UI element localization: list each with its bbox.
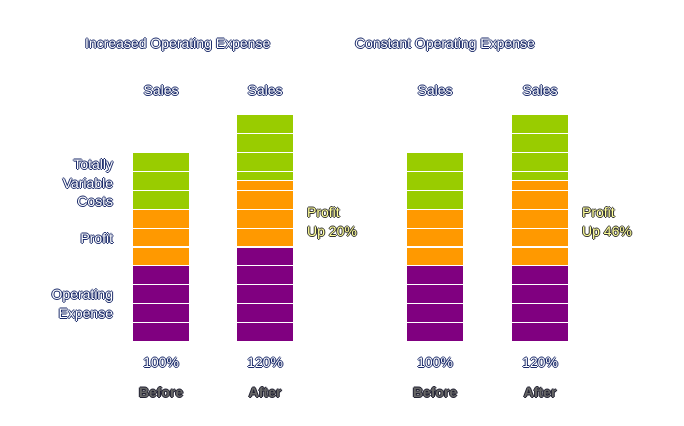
bar-segment-profit	[237, 180, 293, 190]
bar-label: Sales	[143, 82, 179, 98]
bar-segment-totally-variable-costs	[512, 170, 568, 181]
bar-segment-operating-expense	[407, 284, 463, 304]
bar-segment-profit	[237, 208, 293, 228]
bar-segment-operating-expense	[512, 265, 568, 285]
bar-segment-operating-expense	[407, 322, 463, 341]
bar-segment-operating-expense	[133, 284, 189, 304]
bar-segment-totally-variable-costs	[407, 170, 463, 190]
bar-segment-totally-variable-costs	[512, 152, 568, 171]
bar-segment-operating-expense	[237, 284, 293, 304]
bar-segment-operating-expense	[133, 303, 189, 323]
bar-segment-totally-variable-costs	[237, 170, 293, 181]
bar-segment-totally-variable-costs	[237, 152, 293, 171]
bar-segment-profit	[512, 189, 568, 209]
bar-segment-profit	[512, 227, 568, 247]
annotation-profit: Profit	[307, 204, 340, 220]
total-label: 100%	[417, 354, 453, 370]
legend-label-opex: Expense	[58, 305, 113, 321]
annotation-profit-change: Up 20%	[307, 223, 357, 239]
legend-label-tvc: Variable	[62, 175, 113, 191]
bar-segment-operating-expense	[133, 265, 189, 285]
bar-segment-operating-expense	[512, 322, 568, 341]
bar-segment-totally-variable-costs	[133, 189, 189, 209]
bar-segment-totally-variable-costs	[237, 114, 293, 134]
bar-segment-totally-variable-costs	[133, 170, 189, 190]
chart-title-left: Increased Operating Expense	[85, 35, 271, 51]
bar-segment-totally-variable-costs	[407, 152, 463, 171]
chart-title-right: Constant Operating Expense	[355, 35, 535, 51]
bar-segment-operating-expense	[237, 265, 293, 285]
bar-label: Sales	[417, 82, 453, 98]
bar-segment-totally-variable-costs	[512, 114, 568, 134]
bar-segment-profit	[512, 208, 568, 228]
bar-segment-operating-expense	[237, 246, 293, 266]
legend-label-profit: Profit	[80, 230, 113, 246]
bar-segment-operating-expense	[133, 322, 189, 341]
total-label: 100%	[143, 354, 179, 370]
category-label: Before	[138, 384, 184, 400]
total-label: 120%	[247, 354, 283, 370]
bar-segment-operating-expense	[512, 303, 568, 323]
bar-segment-profit	[407, 208, 463, 228]
bar-segment-profit	[133, 208, 189, 228]
bar-segment-totally-variable-costs	[237, 133, 293, 152]
legend-label-opex: Operating	[51, 286, 113, 302]
bar-segment-profit	[237, 227, 293, 247]
bar-segment-totally-variable-costs	[512, 133, 568, 152]
bar-segment-profit	[133, 246, 189, 266]
total-label: 120%	[522, 354, 558, 370]
bar-segment-operating-expense	[237, 322, 293, 341]
category-label: Before	[412, 384, 458, 400]
legend-label-tvc: Totally	[73, 156, 113, 172]
bar-segment-operating-expense	[512, 284, 568, 304]
bar-label: Sales	[522, 82, 558, 98]
annotation-profit: Profit	[582, 204, 615, 220]
bar-segment-profit	[407, 227, 463, 247]
bar-segment-operating-expense	[407, 303, 463, 323]
bar-segment-totally-variable-costs	[407, 189, 463, 209]
bar-segment-profit	[133, 227, 189, 247]
bar-segment-profit	[237, 189, 293, 209]
bar-segment-operating-expense	[237, 303, 293, 323]
category-label: After	[248, 384, 282, 400]
bar-segment-profit	[512, 180, 568, 190]
bar-label: Sales	[247, 82, 283, 98]
bar-segment-profit	[407, 246, 463, 266]
bar-segment-operating-expense	[407, 265, 463, 285]
bar-segment-totally-variable-costs	[133, 152, 189, 171]
bar-segment-profit	[512, 246, 568, 266]
annotation-profit-change: Up 46%	[582, 223, 632, 239]
legend-label-tvc: Costs	[77, 193, 113, 209]
category-label: After	[523, 384, 557, 400]
